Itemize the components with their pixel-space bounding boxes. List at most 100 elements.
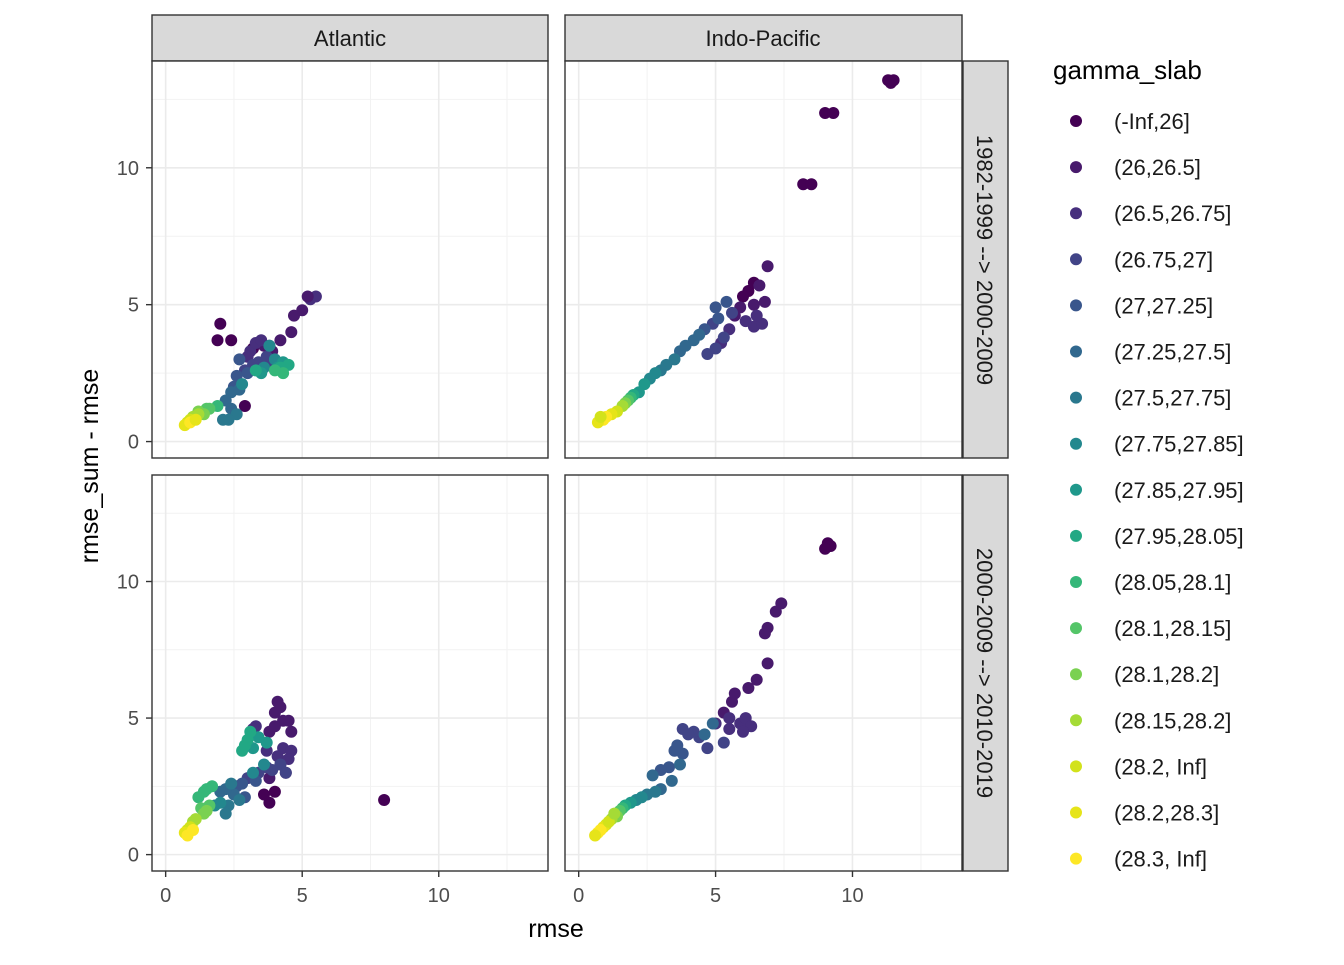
legend-label: (27.5,27.75] bbox=[1114, 386, 1231, 411]
data-point bbox=[728, 687, 741, 700]
legend-key bbox=[1070, 483, 1082, 496]
data-point bbox=[819, 542, 832, 555]
facet-strip-atlantic: Atlantic bbox=[151, 14, 549, 62]
facet-strip-row-2: 2000-2009 --> 2010-2019 bbox=[962, 474, 1009, 872]
facet-label-atlantic: Atlantic bbox=[314, 26, 386, 51]
legend-label: (28.15,28.2] bbox=[1114, 708, 1231, 733]
data-point bbox=[709, 301, 722, 314]
panel-border bbox=[564, 60, 963, 459]
data-point bbox=[747, 298, 760, 311]
x-tick-label: 10 bbox=[841, 885, 863, 907]
panel-border bbox=[151, 474, 549, 872]
data-point bbox=[217, 413, 229, 426]
data-point bbox=[698, 728, 711, 741]
data-point bbox=[737, 290, 749, 303]
data-point bbox=[214, 796, 227, 809]
legend: gamma_slab (-Inf,26] (26,26.5] (26.5,26.75… bbox=[1053, 55, 1244, 872]
y-axis-row-1: 0 5 10 bbox=[117, 158, 152, 454]
x-tick-label: 0 bbox=[573, 885, 584, 907]
legend-key bbox=[1070, 806, 1082, 819]
y-tick-label: 0 bbox=[128, 845, 139, 867]
data-point bbox=[737, 725, 749, 738]
data-point bbox=[674, 758, 686, 771]
data-point bbox=[758, 295, 771, 308]
y-tick-label: 10 bbox=[117, 572, 139, 594]
legend-key bbox=[1070, 391, 1082, 404]
data-point bbox=[589, 829, 602, 842]
legend-key bbox=[1070, 299, 1082, 312]
x-tick-label: 0 bbox=[160, 885, 171, 907]
data-point bbox=[819, 107, 832, 119]
data-point bbox=[758, 627, 771, 640]
data-point bbox=[720, 295, 733, 308]
data-point bbox=[225, 777, 238, 790]
legend-key bbox=[1070, 437, 1082, 450]
y-tick-label: 10 bbox=[117, 158, 139, 180]
legend-label: (28.1,28.15] bbox=[1114, 616, 1231, 641]
data-point bbox=[238, 400, 251, 412]
legend-key bbox=[1070, 760, 1082, 773]
facet-label-row-1: 1982-1999 --> 2000-2009 bbox=[972, 135, 997, 385]
panel-border bbox=[151, 60, 549, 459]
data-point bbox=[296, 304, 309, 317]
legend-title: gamma_slab bbox=[1053, 55, 1202, 85]
data-point bbox=[884, 76, 897, 89]
data-point bbox=[233, 353, 246, 366]
legend-key bbox=[1070, 161, 1082, 174]
data-point bbox=[268, 785, 281, 798]
data-point bbox=[827, 107, 840, 119]
data-point bbox=[608, 807, 621, 820]
data-point bbox=[717, 736, 730, 749]
data-point bbox=[219, 807, 232, 820]
legend-label: (27.25,27.5] bbox=[1114, 340, 1231, 365]
data-point bbox=[761, 260, 774, 273]
y-tick-label: 5 bbox=[128, 708, 139, 730]
panel-border bbox=[564, 474, 963, 872]
data-point bbox=[805, 178, 818, 191]
data-point bbox=[723, 723, 736, 735]
data-point bbox=[285, 725, 298, 738]
legend-label: (27,27.25] bbox=[1114, 293, 1213, 318]
data-point bbox=[200, 804, 213, 817]
legend-label: (27.95,28.05] bbox=[1114, 524, 1244, 549]
data-point bbox=[668, 744, 681, 757]
data-point bbox=[769, 605, 782, 618]
data-point bbox=[187, 824, 199, 836]
legend-key bbox=[1070, 576, 1082, 588]
y-tick-label: 5 bbox=[128, 295, 139, 317]
data-point bbox=[268, 706, 281, 719]
data-point bbox=[706, 717, 719, 730]
data-point bbox=[247, 766, 259, 779]
legend-label: (26,26.5] bbox=[1114, 155, 1201, 180]
legend-label: (27.85,27.95] bbox=[1114, 478, 1244, 503]
legend-key bbox=[1070, 852, 1082, 865]
legend-label: (28.05,28.1] bbox=[1114, 570, 1231, 595]
data-point bbox=[268, 364, 281, 377]
legend-key bbox=[1070, 207, 1082, 220]
legend-label: (28.2, Inf] bbox=[1114, 754, 1207, 779]
data-point bbox=[274, 334, 287, 347]
data-point bbox=[726, 306, 738, 319]
facet-strip-indo-pacific: Indo-Pacific bbox=[564, 14, 963, 62]
legend-key bbox=[1070, 115, 1082, 127]
panel-atlantic-row-2 bbox=[151, 474, 549, 872]
data-point bbox=[285, 326, 298, 339]
x-tick-label: 5 bbox=[297, 885, 308, 907]
data-point bbox=[701, 742, 714, 755]
data-point bbox=[301, 290, 314, 303]
data-point bbox=[279, 766, 292, 779]
panel-indo-pacific-row-1 bbox=[564, 60, 963, 459]
panel-background bbox=[152, 61, 548, 458]
legend-key bbox=[1070, 345, 1082, 358]
data-point bbox=[742, 682, 755, 694]
data-point bbox=[723, 712, 736, 725]
data-point bbox=[236, 378, 249, 391]
data-point bbox=[750, 673, 763, 686]
data-point bbox=[717, 331, 730, 344]
legend-key bbox=[1070, 668, 1082, 681]
facet-label-row-2: 2000-2009 --> 2010-2019 bbox=[972, 548, 997, 798]
panel-atlantic-row-1 bbox=[151, 60, 549, 459]
y-axis-title: rmse_sum - rmse bbox=[76, 369, 104, 563]
